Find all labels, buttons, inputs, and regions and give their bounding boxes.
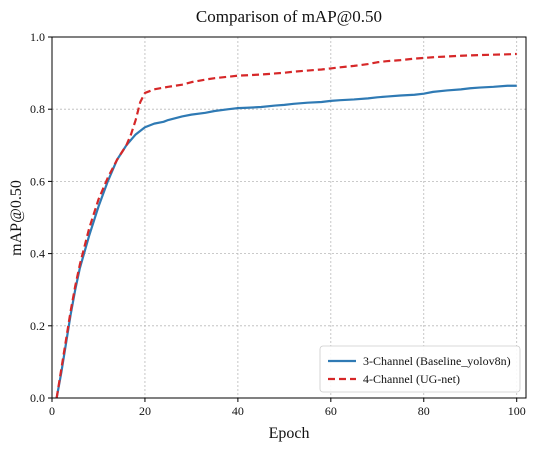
y-tick-label: 0.0: [30, 391, 45, 405]
tick-layer: 0 20 40 60 80 100 0.0 0.2 0.4 0.6 0.8 1.0: [30, 30, 526, 418]
series-line-2: [55, 52, 517, 399]
legend-label-1: 3-Channel (Baseline_yolov8n): [363, 354, 511, 368]
x-tick-label: 20: [139, 404, 151, 418]
series-layer: [55, 52, 517, 399]
x-tick-label: 60: [325, 404, 337, 418]
legend-label-2: 4-Channel (UG-net): [363, 372, 460, 386]
x-tick-label: 80: [418, 404, 430, 418]
grid: [51, 36, 526, 399]
y-tick-label: 0.4: [30, 247, 45, 261]
x-tick-label: 0: [49, 404, 55, 418]
legend-box: [319, 345, 521, 393]
x-tick-label: 100: [508, 404, 526, 418]
y-tick-label: 0.2: [30, 319, 45, 333]
x-tick-label: 40: [232, 404, 244, 418]
chart-title: Comparison of mAP@0.50: [196, 7, 382, 26]
series-line-1: [55, 84, 517, 399]
x-axis-label: Epoch: [269, 425, 310, 442]
y-tick-label: 0.8: [30, 102, 45, 116]
y-tick-label: 0.6: [30, 174, 45, 188]
axes-frame: [51, 36, 527, 399]
y-axis-label: mAP@0.50: [8, 180, 25, 256]
y-tick-label: 1.0: [30, 30, 45, 44]
legend: 3-Channel (Baseline_yolov8n) 4-Channel (U…: [319, 345, 521, 393]
